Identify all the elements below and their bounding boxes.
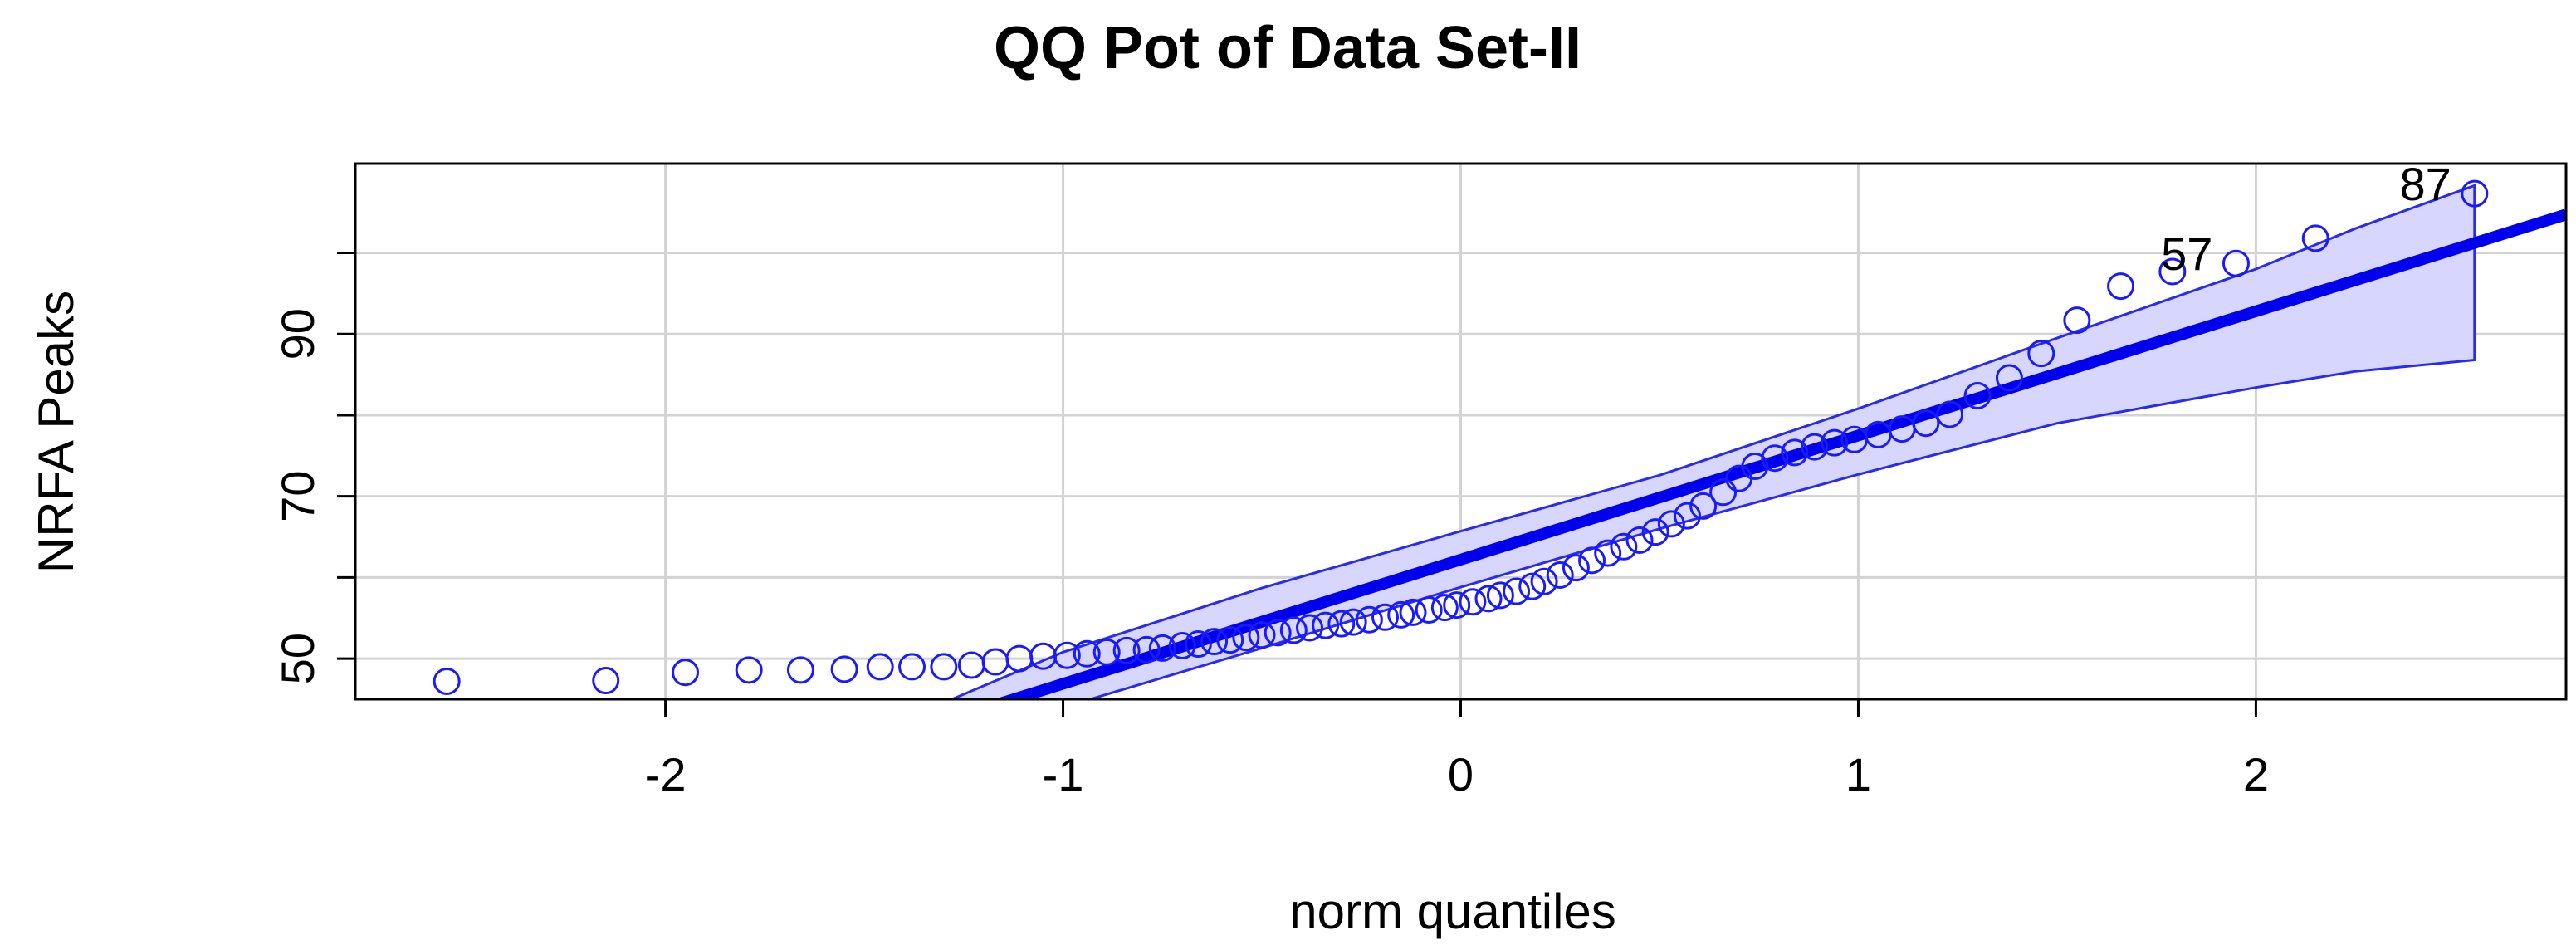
x-axis: -2 -1 0 1 2 [645,699,2269,801]
data-point [1264,619,1292,647]
data-point [1781,438,1809,467]
data-point [2158,257,2187,286]
data-point [1073,639,1101,668]
confidence-envelope [948,184,2476,699]
data-point [830,655,858,683]
reference-line [994,208,2566,699]
data-point [1132,635,1161,664]
data-point [1092,638,1121,666]
data-point [1459,588,1487,616]
data-point [433,668,461,695]
point-label: 87 [2400,158,2451,210]
data-point [1279,616,1308,644]
data-point [1578,546,1606,575]
data-point [1530,567,1558,595]
x-tick-label: -2 [645,748,687,801]
data-point [1112,636,1141,664]
data-point [1415,596,1443,624]
x-tick-label: 2 [2243,748,2269,801]
y-axis-label: NRFA Peaks [28,291,84,573]
data-point [981,648,1009,676]
grid [355,164,2566,699]
data-point [1963,382,1992,409]
data-point [1761,444,1789,473]
data-point [1562,554,1590,582]
y-tick-label: 50 [271,633,324,684]
data-point [1741,453,1769,481]
data-point [1936,400,1964,428]
data-points [433,179,2489,695]
data-point [672,659,700,687]
data-point [1355,605,1383,634]
y-tick-label: 90 [271,308,324,360]
data-point [2222,249,2250,277]
data-point [2301,224,2329,252]
data-point [592,667,620,695]
data-point [1610,532,1638,561]
data-point [1689,492,1718,520]
y-tick-label: 70 [271,471,324,522]
data-point [1168,632,1196,659]
data-point [1546,561,1574,589]
data-point [2063,306,2091,335]
data-point [1674,502,1702,530]
data-point [1430,594,1459,622]
data-point [1248,621,1276,649]
data-point [1184,630,1212,659]
data-point [866,653,894,681]
data-point [1371,603,1399,631]
data-point [1053,641,1081,669]
data-point [1339,608,1367,636]
data-point [1625,526,1654,554]
data-point [1594,539,1622,567]
data-point [1312,611,1340,639]
data-point [1709,478,1738,507]
data-point [1200,628,1229,656]
data-point [1295,614,1323,642]
data-point [898,653,926,681]
data-point [2107,272,2135,301]
data-point [1912,409,1940,438]
envelope-band [948,184,2476,699]
x-tick-label: -1 [1043,748,1084,801]
data-point [1657,510,1685,538]
chart-title: QQ Pot of Data Set-II [994,15,1581,81]
x-axis-label: norm quantiles [1289,884,1616,939]
data-point [1443,591,1471,619]
data-point [1486,581,1514,610]
data-point [1995,364,2023,392]
data-point [1503,577,1531,605]
point-annotations: 87 57 [2161,158,2451,280]
data-point [786,656,814,684]
data-point [1216,626,1244,654]
data-point [1327,610,1356,638]
point-label: 57 [2161,228,2212,280]
data-point [2027,340,2055,368]
data-point [957,651,985,679]
data-point [1821,428,1849,457]
data-point [1232,624,1260,652]
data-point [2461,179,2489,208]
x-tick-label: 1 [1845,748,1871,801]
reference-line-path [994,208,2566,699]
data-point [1518,572,1547,600]
y-axis: 50 70 90 [271,252,355,684]
data-point [1148,634,1176,662]
data-point [1474,585,1503,613]
data-point [735,656,763,684]
data-point [1387,600,1415,629]
data-point [930,653,958,681]
x-tick-label: 0 [1448,748,1474,801]
data-point [1641,518,1669,546]
data-point [1801,433,1829,461]
data-point [1399,598,1427,626]
